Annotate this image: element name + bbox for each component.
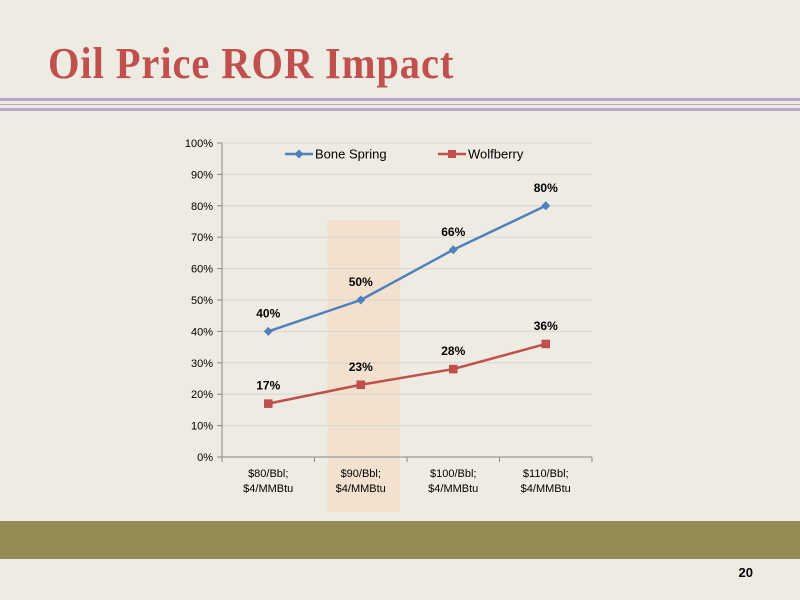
data-point-marker bbox=[449, 364, 458, 374]
title-divider-top bbox=[0, 98, 800, 101]
data-point-marker bbox=[356, 380, 365, 390]
footer-bar bbox=[0, 521, 800, 559]
x-tick-label: $90/Bbl; $4/MMBtu bbox=[336, 468, 386, 495]
data-point-marker bbox=[541, 339, 550, 349]
title-divider-bottom bbox=[0, 108, 800, 111]
y-tick-label: 100% bbox=[185, 138, 213, 150]
series-line-wolfberry bbox=[268, 342, 547, 405]
title-divider-middle bbox=[0, 104, 800, 105]
data-point-marker bbox=[356, 295, 366, 305]
data-label: 66% bbox=[441, 225, 465, 239]
data-label: 40% bbox=[256, 306, 280, 320]
legend-label: Wolfberry bbox=[468, 147, 524, 162]
legend-marker bbox=[294, 149, 304, 159]
y-tick-label: 10% bbox=[191, 421, 213, 433]
legend-label: Bone Spring bbox=[315, 147, 387, 162]
y-tick-label: 60% bbox=[191, 264, 213, 276]
y-tick-label: 90% bbox=[191, 169, 213, 181]
y-tick-label: 30% bbox=[191, 358, 213, 370]
data-point-marker bbox=[264, 399, 273, 408]
series-line-bone-spring bbox=[267, 204, 547, 333]
y-tick-label: 0% bbox=[197, 452, 213, 464]
data-label: 36% bbox=[534, 319, 558, 333]
slide-title: Oil Price ROR Impact bbox=[48, 39, 455, 88]
data-label: 80% bbox=[534, 181, 558, 195]
legend-marker bbox=[448, 150, 456, 158]
x-tick-label: $100/Bbl; $4/MMBtu bbox=[428, 468, 478, 495]
data-point-marker bbox=[541, 201, 551, 211]
x-tick-label: $80/Bbl; $4/MMBtu bbox=[243, 468, 293, 495]
x-tick-label: $110/Bbl; $4/MMBtu bbox=[521, 468, 571, 495]
y-tick-label: 20% bbox=[191, 389, 213, 401]
y-tick-label: 50% bbox=[191, 295, 213, 307]
data-point-marker bbox=[263, 326, 273, 336]
data-point-marker bbox=[448, 245, 458, 255]
data-label: 28% bbox=[441, 344, 465, 358]
y-tick-label: 80% bbox=[191, 201, 213, 213]
y-tick-label: 70% bbox=[191, 232, 213, 244]
page-number: 20 bbox=[738, 565, 753, 580]
data-label: 17% bbox=[256, 379, 280, 393]
y-tick-label: 40% bbox=[191, 326, 213, 338]
data-label: 23% bbox=[349, 360, 373, 374]
data-label: 50% bbox=[349, 275, 373, 289]
